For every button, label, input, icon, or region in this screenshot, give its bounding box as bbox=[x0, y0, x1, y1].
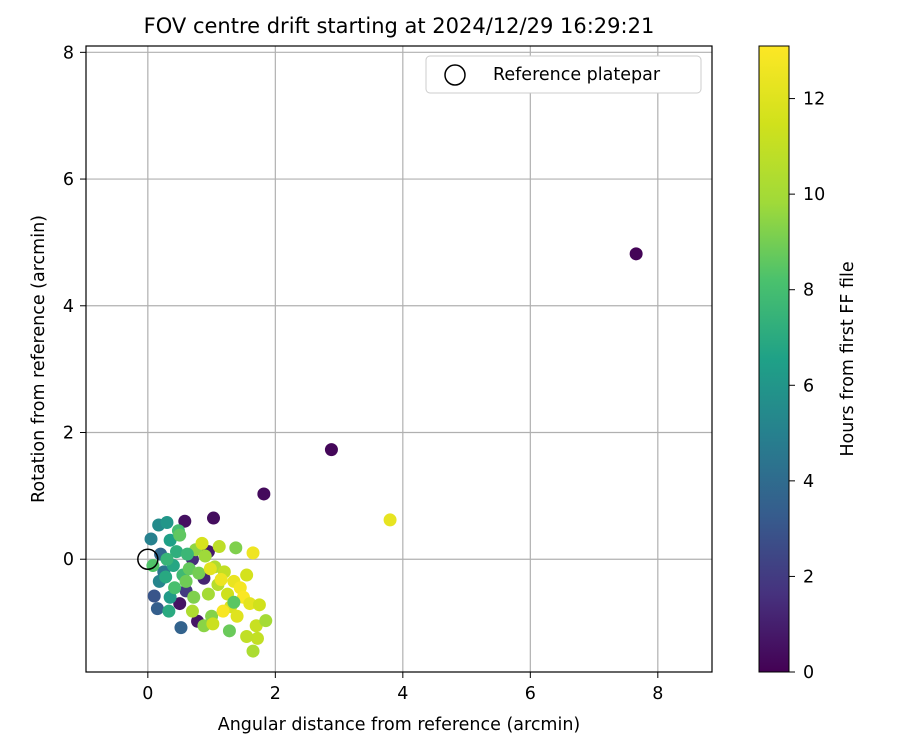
scatter-point bbox=[383, 513, 397, 527]
scatter-point bbox=[174, 621, 188, 635]
scatter-point bbox=[246, 546, 260, 560]
x-tick-label: 2 bbox=[270, 684, 281, 704]
scatter-point bbox=[168, 581, 182, 595]
scatter-points bbox=[144, 247, 643, 658]
scatter-point bbox=[187, 590, 201, 604]
colorbar-ticks: 0 2 4 6 8 10 12 bbox=[789, 90, 825, 683]
scatter-point bbox=[324, 443, 338, 457]
y-tick-label: 6 bbox=[63, 170, 74, 190]
scatter-point bbox=[250, 631, 264, 645]
colorbar-tick-label: 2 bbox=[803, 567, 814, 587]
scatter-point bbox=[240, 568, 254, 582]
scatter-point bbox=[150, 602, 164, 616]
plot-frame bbox=[85, 45, 713, 673]
scatter-point bbox=[246, 644, 260, 658]
x-tick-label: 4 bbox=[397, 684, 408, 704]
scatter-point bbox=[201, 587, 215, 601]
scatter-point bbox=[147, 589, 161, 603]
scatter-point bbox=[212, 540, 226, 554]
scatter-point bbox=[240, 630, 254, 644]
scatter-point bbox=[178, 514, 192, 528]
scatter-point bbox=[163, 533, 177, 547]
x-tick-label: 8 bbox=[652, 684, 663, 704]
scatter-point bbox=[180, 547, 194, 561]
scatter-point bbox=[252, 598, 266, 612]
scatter-point bbox=[243, 597, 257, 611]
y-tick-label: 2 bbox=[63, 423, 74, 443]
colorbar-tick-label: 6 bbox=[803, 376, 814, 396]
colorbar-tick-label: 8 bbox=[803, 281, 814, 301]
plot-area: 0 2 4 6 8 0 2 4 6 8 bbox=[63, 43, 713, 704]
scatter-point bbox=[259, 614, 273, 628]
grid bbox=[86, 46, 712, 672]
x-axis-label: Angular distance from reference (arcmin) bbox=[218, 715, 581, 735]
scatter-point bbox=[185, 604, 199, 618]
x-tick-label: 6 bbox=[525, 684, 536, 704]
y-axis-ticks: 0 2 4 6 8 bbox=[63, 43, 86, 570]
scatter-point bbox=[203, 562, 217, 576]
scatter-point bbox=[249, 619, 263, 633]
scatter-point bbox=[179, 574, 193, 588]
scatter-point bbox=[170, 545, 184, 559]
legend: Reference platepar bbox=[425, 55, 702, 94]
scatter-point bbox=[160, 552, 174, 566]
y-tick-label: 8 bbox=[63, 43, 74, 63]
scatter-point bbox=[159, 570, 173, 584]
x-axis-ticks: 0 2 4 6 8 bbox=[142, 672, 663, 704]
colorbar-tick-label: 12 bbox=[803, 90, 825, 110]
colorbar-tick-label: 0 bbox=[803, 663, 814, 683]
y-tick-label: 4 bbox=[63, 297, 74, 317]
scatter-point bbox=[257, 487, 271, 501]
scatter-point bbox=[173, 597, 187, 611]
legend-box bbox=[425, 55, 702, 94]
scatter-point bbox=[195, 536, 209, 550]
x-tick-label: 0 bbox=[142, 684, 153, 704]
scatter-point bbox=[206, 511, 220, 525]
scatter-point bbox=[173, 528, 187, 542]
colorbar-label: Hours from first FF file bbox=[838, 261, 858, 456]
y-axis-label: Rotation from reference (arcmin) bbox=[29, 215, 49, 503]
chart-title: FOV centre drift starting at 2024/12/29 … bbox=[144, 14, 655, 38]
scatter-point bbox=[160, 515, 174, 529]
legend-label: Reference platepar bbox=[493, 65, 661, 85]
scatter-point bbox=[214, 572, 228, 586]
scatter-point bbox=[230, 609, 244, 623]
colorbar: 0 2 4 6 8 10 12 Hours from first FF file bbox=[758, 45, 858, 683]
scatter-point bbox=[629, 247, 643, 261]
scatter-point bbox=[216, 604, 230, 618]
scatter-point bbox=[206, 617, 220, 631]
scatter-point bbox=[227, 595, 241, 609]
scatter-point bbox=[198, 549, 212, 563]
y-tick-label: 0 bbox=[63, 550, 74, 570]
colorbar-gradient bbox=[758, 45, 790, 673]
scatter-point bbox=[144, 532, 158, 546]
scatter-point bbox=[192, 566, 206, 580]
reference-platepar-marker bbox=[137, 548, 159, 570]
scatter-point bbox=[162, 604, 176, 618]
scatter-point bbox=[229, 541, 243, 555]
legend-circle-icon bbox=[444, 64, 466, 86]
colorbar-tick-label: 4 bbox=[803, 472, 814, 492]
scatter-point bbox=[222, 624, 236, 638]
colorbar-tick-label: 10 bbox=[803, 185, 825, 205]
